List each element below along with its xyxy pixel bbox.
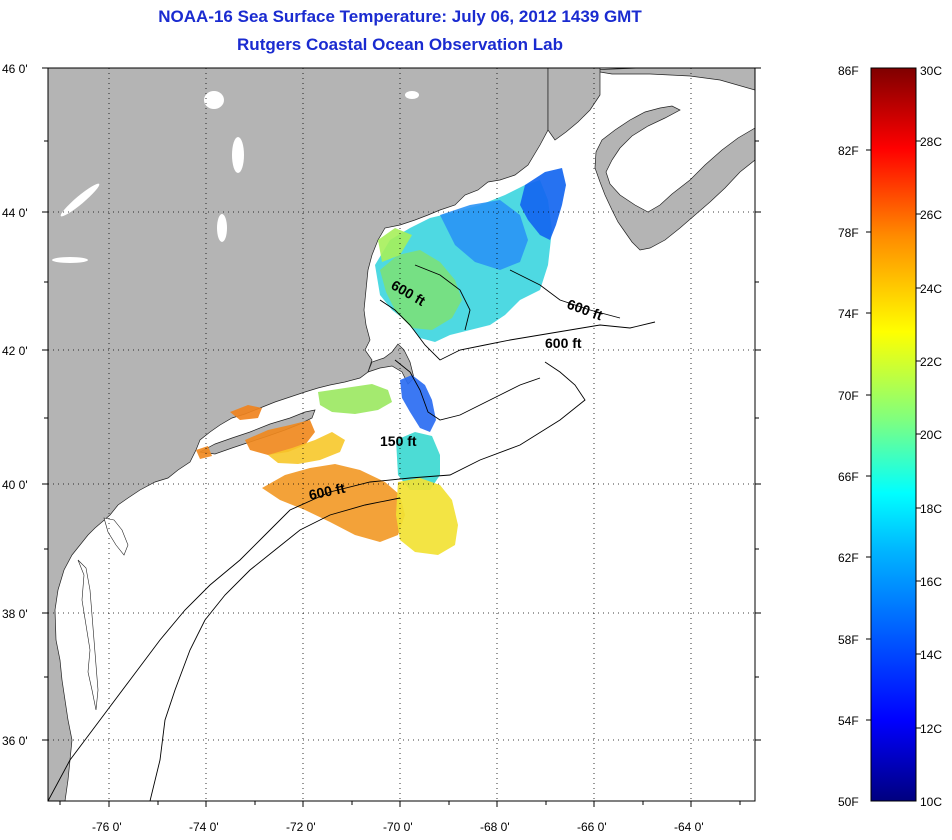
- inland-lakes: [52, 91, 419, 263]
- lon-label-76: -76 0': [92, 820, 122, 834]
- contour-label-600ft-4: 600 ft: [307, 480, 346, 503]
- contour-label-150ft: 150 ft: [380, 433, 417, 449]
- map-title: NOAA-16 Sea Surface Temperature: July 06…: [158, 7, 642, 26]
- land-cape-cod: [367, 343, 415, 385]
- cb-f-82: 82F: [838, 144, 859, 158]
- cb-c-14: 14C: [920, 648, 942, 662]
- sst-patch-small-orange-2: [196, 446, 212, 459]
- cb-c-28: 28C: [920, 135, 942, 149]
- lat-label-44: 44 0': [2, 206, 28, 220]
- sst-patch-li-sound: [318, 384, 392, 414]
- cb-f-50: 50F: [838, 795, 859, 809]
- lon-label-68: -68 0': [480, 820, 510, 834]
- cb-c-24: 24C: [920, 282, 942, 296]
- map-ticks: [42, 67, 761, 807]
- land-long-island: [198, 409, 316, 455]
- chesapeake-bay: [77, 559, 99, 711]
- map-frame: [47, 67, 756, 802]
- cb-c-26: 26C: [920, 208, 942, 222]
- cb-c-30: 30C: [920, 64, 942, 78]
- cb-f-78: 78F: [838, 226, 859, 240]
- lon-label-66: -66 0': [577, 820, 607, 834]
- sst-patch-blue-east: [520, 168, 566, 240]
- sst-patch-nearshore-green: [378, 228, 412, 262]
- lat-label-36: 36 0': [2, 734, 28, 748]
- cb-f-66: 66F: [838, 470, 859, 484]
- sst-data: [196, 168, 566, 555]
- lat-label-42: 42 0': [2, 344, 28, 358]
- colorbar-ticks: [866, 140, 921, 729]
- sst-patch-yellow-shelf: [396, 478, 458, 555]
- lat-label-46: 46 0': [2, 62, 28, 76]
- cb-c-16: 16C: [920, 575, 942, 589]
- cb-f-62: 62F: [838, 551, 859, 565]
- contour-label-600ft-3: 600 ft: [545, 335, 582, 351]
- sst-patch-blue-mid: [440, 200, 528, 270]
- lat-label-40: 40 0': [2, 478, 28, 492]
- land-new-brunswick: [547, 68, 601, 141]
- cb-f-58: 58F: [838, 633, 859, 647]
- sst-patch-cyan-south: [396, 432, 440, 490]
- sst-patch-small-orange: [230, 405, 262, 420]
- cb-f-70: 70F: [838, 389, 859, 403]
- sst-patch-blue-south: [400, 375, 436, 432]
- sst-patch-orange-shelf: [262, 464, 405, 542]
- lon-label-72: -72 0': [286, 820, 316, 834]
- cb-c-22: 22C: [920, 355, 942, 369]
- sst-patch-yellow-li: [268, 432, 345, 464]
- cb-c-10: 10C: [920, 795, 942, 809]
- lon-label-74: -74 0': [189, 820, 219, 834]
- cb-c-18: 18C: [920, 502, 942, 516]
- lat-label-38: 38 0': [2, 607, 28, 621]
- colorbar-gradient: [870, 67, 917, 802]
- cb-c-20: 20C: [920, 428, 942, 442]
- lon-label-64: -64 0': [674, 820, 704, 834]
- delaware-bay: [103, 517, 129, 556]
- map-subtitle: Rutgers Coastal Ocean Observation Lab: [237, 35, 563, 54]
- cb-f-54: 54F: [838, 714, 859, 728]
- colorbar: 86F 82F 78F 74F 70F 66F 62F 58F 54F 50F …: [838, 64, 942, 809]
- graticule: [48, 68, 755, 801]
- cb-f-74: 74F: [838, 307, 859, 321]
- cb-f-86: 86F: [838, 64, 859, 78]
- land-nova-scotia: [587, 68, 755, 251]
- sst-patch-green: [380, 250, 462, 330]
- cb-c-12: 12C: [920, 722, 942, 736]
- map-area: 600 ft 600 ft 600 ft 150 ft 600 ft 46 0'…: [2, 62, 761, 834]
- lon-label-70: -70 0': [383, 820, 413, 834]
- depth-contours: [48, 264, 656, 801]
